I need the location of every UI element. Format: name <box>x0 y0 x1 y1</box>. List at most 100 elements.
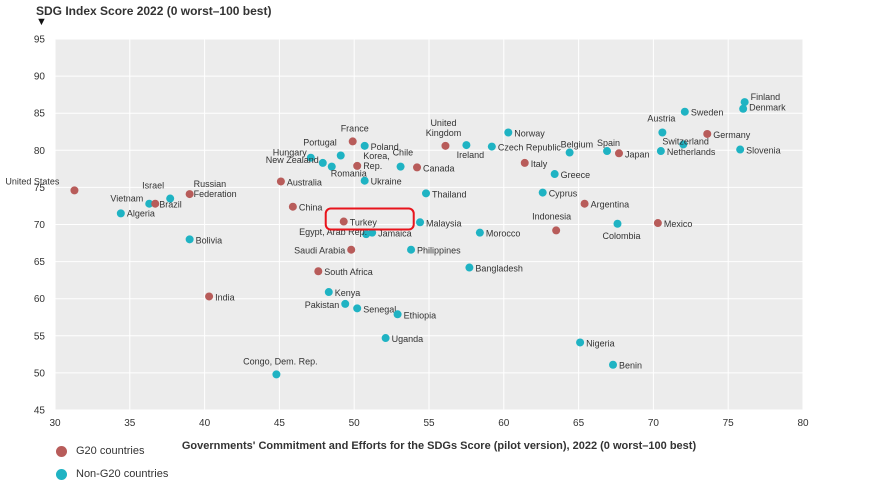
legend-marker-non-g20 <box>56 468 67 480</box>
point-label: Saudi Arabia <box>294 246 345 256</box>
point-denmark <box>739 104 748 113</box>
point-brazil <box>151 199 160 208</box>
point-label: United Kingdom <box>426 118 462 138</box>
x-tick-label: 80 <box>797 418 809 429</box>
point-cyprus <box>538 188 547 197</box>
point-label: South Africa <box>324 267 373 277</box>
y-axis-title: SDG Index Score 2022 (0 worst–100 best) <box>36 4 272 18</box>
point-jamaica <box>368 228 377 237</box>
point-germany <box>703 129 712 138</box>
x-tick-label: 70 <box>648 418 660 429</box>
point-united-states <box>70 186 79 195</box>
point-label: Kenya <box>335 288 361 298</box>
point-india <box>205 292 214 301</box>
point-label: Chile <box>393 148 414 158</box>
point-hungary <box>306 153 315 162</box>
y-tick-label: 95 <box>34 35 46 46</box>
point-bangladesh <box>465 263 474 272</box>
point-label: Ukraine <box>371 177 402 187</box>
point-sweden <box>680 107 689 116</box>
point-label: Bolivia <box>196 235 223 245</box>
point-kenya <box>324 288 333 297</box>
point-new-zealand <box>318 158 327 167</box>
point-belgium <box>565 148 574 157</box>
point-label: Israel <box>142 181 164 191</box>
point-japan <box>614 149 623 158</box>
point-label: Algeria <box>127 208 155 218</box>
point-algeria <box>116 209 125 218</box>
y-tick-label: 85 <box>34 109 46 120</box>
point-label: Indonesia <box>532 211 571 221</box>
point-label: New Zealand <box>266 155 319 165</box>
point-label: Greece <box>561 170 591 180</box>
point-argentina <box>580 199 589 208</box>
point-label: Brazil <box>159 200 182 210</box>
x-tick-label: 60 <box>498 418 510 429</box>
x-tick-label: 45 <box>274 418 286 429</box>
y-tick-label: 45 <box>34 406 46 417</box>
legend-label-non-g20: Non-G20 countries <box>76 468 169 480</box>
point-label: Turkey <box>350 218 378 228</box>
point-label: Germany <box>713 130 751 140</box>
point-label: Romania <box>331 169 367 179</box>
point-pakistan <box>341 299 350 308</box>
point-label: Belgium <box>561 140 594 150</box>
point-label: Argentina <box>591 200 630 210</box>
point-indonesia <box>552 226 561 235</box>
legend-label-g20: G20 countries <box>76 445 145 457</box>
point-label: Vietnam <box>110 194 143 204</box>
point-label: Congo, Dem. Rep. <box>243 356 318 366</box>
point-colombia <box>613 219 622 228</box>
turkey-highlight-box <box>324 207 415 231</box>
point-slovenia <box>736 145 745 154</box>
point-label: Switzerland <box>662 136 709 146</box>
point-label: United States <box>5 176 60 186</box>
point-china <box>288 202 297 211</box>
x-tick-label: 75 <box>723 418 735 429</box>
point-vietnam <box>145 199 154 208</box>
y-tick-label: 90 <box>34 72 46 83</box>
point-nigeria <box>576 338 585 347</box>
point-label: Italy <box>531 159 548 169</box>
point-australia <box>276 177 285 186</box>
point-label: Nigeria <box>586 338 615 348</box>
point-turkey <box>339 217 348 226</box>
point-russian-federation <box>185 190 194 199</box>
point-label: Philippines <box>417 246 461 256</box>
point-label: Australia <box>287 177 322 187</box>
point-label: Netherlands <box>667 147 716 157</box>
x-tick-label: 30 <box>49 418 61 429</box>
legend-marker-g20 <box>56 445 67 457</box>
point-korea-rep- <box>353 161 362 170</box>
point-label: Austria <box>647 113 675 123</box>
point-canada <box>413 163 422 172</box>
point-uganda <box>381 334 390 343</box>
x-tick-label: 50 <box>349 418 361 429</box>
point-ukraine <box>360 176 369 185</box>
point-label: India <box>215 292 235 302</box>
point-thailand <box>422 189 431 198</box>
point-label: Ireland <box>457 150 485 160</box>
point-egypt-arab-rep- <box>362 230 371 239</box>
point-congo-dem-rep- <box>272 370 281 379</box>
point-label: Bangladesh <box>475 264 523 274</box>
y-tick-label: 70 <box>34 220 46 231</box>
legend-item-g20: G20 countries <box>56 445 144 457</box>
point-label: Poland <box>371 142 399 152</box>
y-tick-label: 50 <box>34 368 46 379</box>
y-tick-label: 55 <box>34 331 46 342</box>
point-label: Senegal <box>363 304 396 314</box>
y-tick-label: 75 <box>34 183 46 194</box>
x-tick-label: 55 <box>423 418 435 429</box>
x-tick-label: 40 <box>199 418 211 429</box>
point-south-africa <box>314 267 323 276</box>
point-label: Benin <box>619 361 642 371</box>
point-label: Malaysia <box>426 218 462 228</box>
point-label: Hungary <box>273 148 308 158</box>
point-saudi-arabia <box>347 245 356 254</box>
point-label: Pakistan <box>305 300 340 310</box>
point-label: France <box>341 123 369 133</box>
point-bolivia <box>185 235 194 244</box>
point-label: Norway <box>514 128 545 138</box>
point-label: Jamaica <box>378 229 412 239</box>
